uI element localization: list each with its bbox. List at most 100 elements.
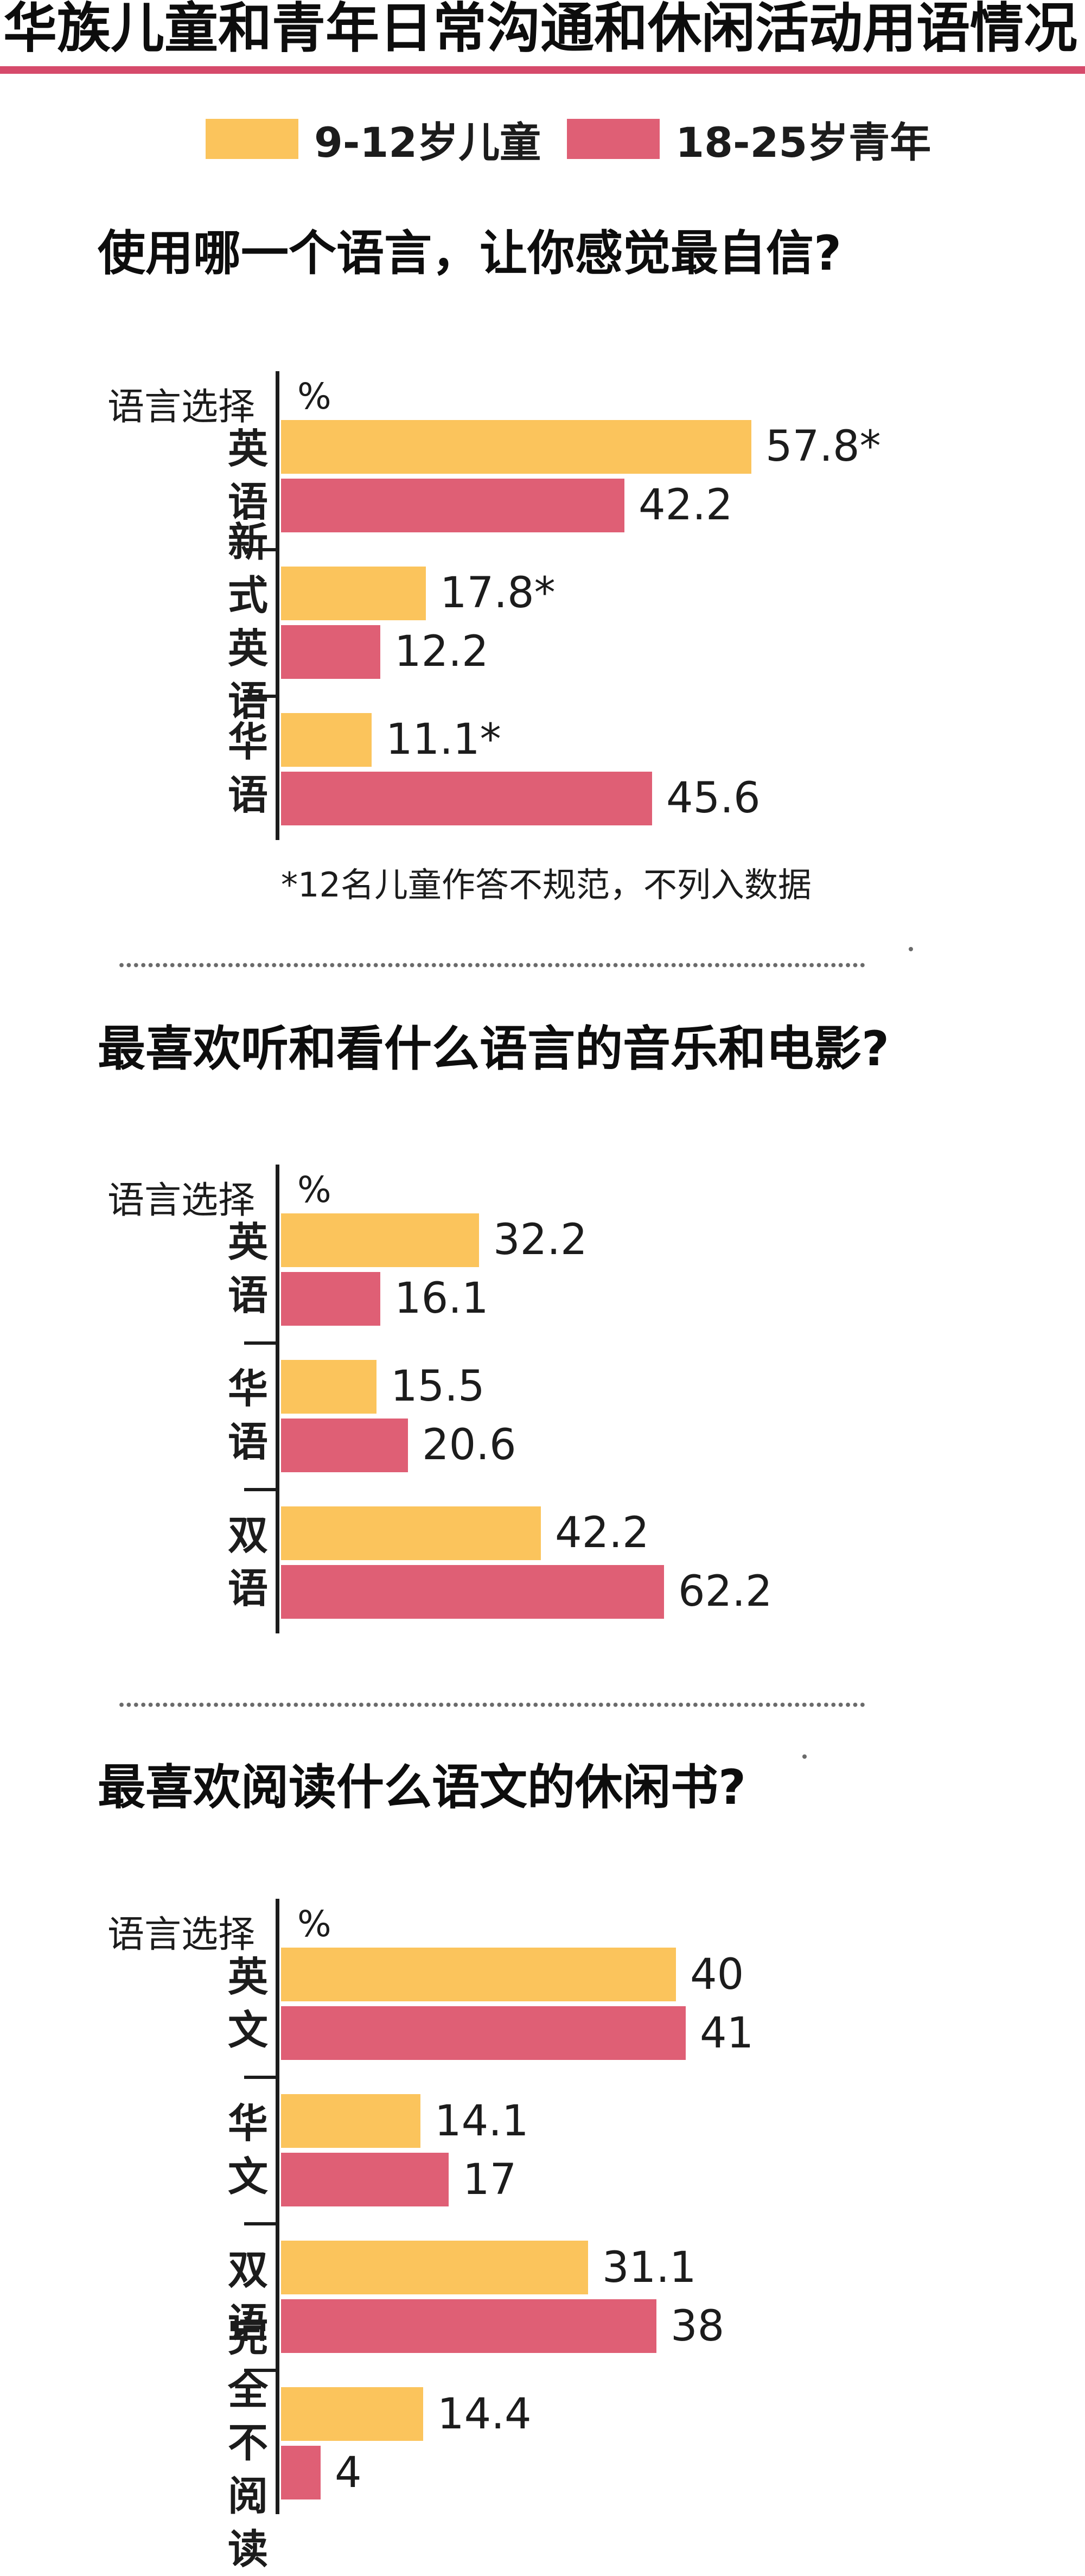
bar-youth [281, 625, 380, 679]
bar-value-label: 42.2 [639, 481, 733, 530]
axis-unit-label: % [297, 1168, 331, 1211]
bar-row-children: 11.1* [281, 713, 1085, 767]
bar-row-children: 42.2 [281, 1506, 1085, 1560]
section-title-confidence: 使用哪一个语言，让你感觉最自信? [98, 225, 842, 281]
bar-youth [281, 1418, 408, 1472]
legend-swatch-youth [567, 118, 660, 159]
bar-row-youth: 41 [281, 2006, 1085, 2060]
category-label: 新式英语 [228, 519, 268, 725]
axis-unit-label: % [297, 375, 331, 417]
bar-value-label: 40 [690, 1950, 744, 1999]
bar-children [281, 1359, 376, 1414]
category-label: 英语 [228, 425, 268, 526]
bar-row-children: 31.1 [281, 2241, 1085, 2295]
bar-youth [281, 771, 652, 825]
legend-item-children: 9-12岁儿童 [206, 109, 541, 169]
bar-row-children: 40 [281, 1948, 1085, 2002]
dotted-divider [119, 1702, 866, 1707]
bar-group-row: 华文 14.1 17 [228, 2076, 1085, 2207]
bar-value-label: 16.1 [394, 1274, 489, 1324]
bar-row-youth: 4 [281, 2446, 1085, 2500]
bar-youth [281, 2446, 321, 2500]
bar-youth [281, 1271, 380, 1326]
bar-youth [281, 478, 624, 532]
bar-children [281, 1506, 541, 1560]
chart-section-leisure-books: 最喜欢阅读什么语文的休闲书? 语言选择 % 英文 40 41 华文 [0, 1759, 1085, 2573]
category-label: 英语 [228, 1219, 268, 1319]
bar-row-youth: 20.6 [281, 1418, 1085, 1472]
bar-children [281, 1948, 676, 2002]
bar-group-row: 英语 57.8* 42.2 [228, 419, 1085, 532]
bar-children [281, 1213, 479, 1267]
title-accent-rule [0, 66, 1085, 74]
bar-group-row: 双语 31.1 38 [228, 2222, 1085, 2354]
bar-value-label: 57.8* [765, 422, 881, 472]
bar-value-label: 31.1 [602, 2243, 697, 2292]
bar-value-label: 15.5 [391, 1362, 485, 1411]
bar-value-label: 14.4 [437, 2389, 532, 2439]
section-title-leisure-books: 最喜欢阅读什么语文的休闲书? [98, 1759, 746, 1815]
axis-header: 语言选择 % [0, 1165, 1085, 1222]
y-axis-line [276, 1899, 279, 2515]
plot-area: 英语 57.8* 42.2 新式英语 17.8* 12.2 [228, 419, 1085, 840]
plot-area: 英文 40 41 华文 14.1 17 [228, 1948, 1085, 2573]
legend-item-youth: 18-25岁青年 [567, 109, 931, 169]
bar-value-label: 62.2 [678, 1567, 773, 1617]
dotted-divider [119, 962, 866, 968]
bar-row-children: 14.1 [281, 2094, 1085, 2148]
bar-group-row: 双语 42.2 62.2 [228, 1487, 1085, 1619]
bar-row-children: 32.2 [281, 1213, 1085, 1267]
category-label: 华文 [228, 2100, 268, 2200]
bar-row-youth: 42.2 [281, 478, 1085, 532]
y-axis-line [276, 1164, 279, 1633]
stray-dot [909, 947, 913, 951]
axis-header: 语言选择 % [0, 1899, 1085, 1956]
bar-group-row: 完全 不阅读 14.4 4 [228, 2314, 1085, 2573]
bar-chart-leisure-books: 语言选择 % 英文 40 41 华文 14.1 [0, 1899, 1085, 2573]
bar-value-label: 17.8* [440, 569, 556, 618]
chart-footnote: *12名儿童作答不规范，不列入数据 [281, 864, 812, 905]
bar-chart-confidence: 语言选择 % 英语 57.8* 42.2 新式英语 17.8* [0, 371, 1085, 840]
legend: 9-12岁儿童 18-25岁青年 [206, 118, 1085, 167]
bar-chart-music-movies: 语言选择 % 英语 32.2 16.1 华语 15.5 [0, 1164, 1085, 1633]
category-label: 英文 [228, 1954, 268, 2053]
bar-value-label: 41 [700, 2008, 754, 2058]
category-label: 华语 [228, 718, 268, 819]
bar-value-label: 45.6 [666, 774, 761, 823]
bar-children [281, 2241, 588, 2295]
bar-value-label: 38 [671, 2301, 725, 2351]
bar-children [281, 419, 751, 474]
bar-children [281, 566, 426, 620]
category-label: 华语 [228, 1365, 268, 1466]
bar-youth [281, 2006, 686, 2060]
bar-value-label: 14.1 [435, 2096, 529, 2146]
bar-group-row: 华语 11.1* 45.6 [228, 694, 1085, 825]
legend-label-children: 9-12岁儿童 [314, 118, 541, 167]
bar-row-children: 57.8* [281, 419, 1085, 474]
bar-youth [281, 1564, 664, 1619]
bar-row-youth: 12.2 [281, 625, 1085, 679]
bar-children [281, 2387, 423, 2441]
bar-group-row: 新式英语 17.8* 12.2 [228, 519, 1085, 725]
bar-row-children: 17.8* [281, 566, 1085, 620]
bar-group-row: 英语 32.2 16.1 [228, 1213, 1085, 1326]
axis-label: 语言选择 [107, 385, 255, 429]
bar-row-youth: 16.1 [281, 1271, 1085, 1326]
bar-row-children: 14.4 [281, 2387, 1085, 2441]
bar-value-label: 32.2 [493, 1216, 588, 1265]
axis-label: 语言选择 [107, 1179, 255, 1222]
bar-group-row: 华语 15.5 20.6 [228, 1341, 1085, 1472]
bar-value-label: 42.2 [555, 1509, 649, 1558]
plot-area: 英语 32.2 16.1 华语 15.5 20.6 [228, 1213, 1085, 1633]
axis-label: 语言选择 [107, 1913, 255, 1957]
axis-header: 语言选择 % [0, 371, 1085, 429]
bar-value-label: 4 [335, 2448, 362, 2497]
category-label: 双语 [228, 1512, 268, 1612]
legend-label-youth: 18-25岁青年 [675, 118, 931, 167]
stray-dot [802, 1754, 807, 1759]
bar-youth [281, 2299, 656, 2354]
chart-section-music-movies: 最喜欢听和看什么语言的音乐和电影? 语言选择 % 英语 32.2 16.1 华语 [0, 1022, 1085, 1633]
bar-row-youth: 38 [281, 2299, 1085, 2354]
bar-children [281, 713, 372, 767]
